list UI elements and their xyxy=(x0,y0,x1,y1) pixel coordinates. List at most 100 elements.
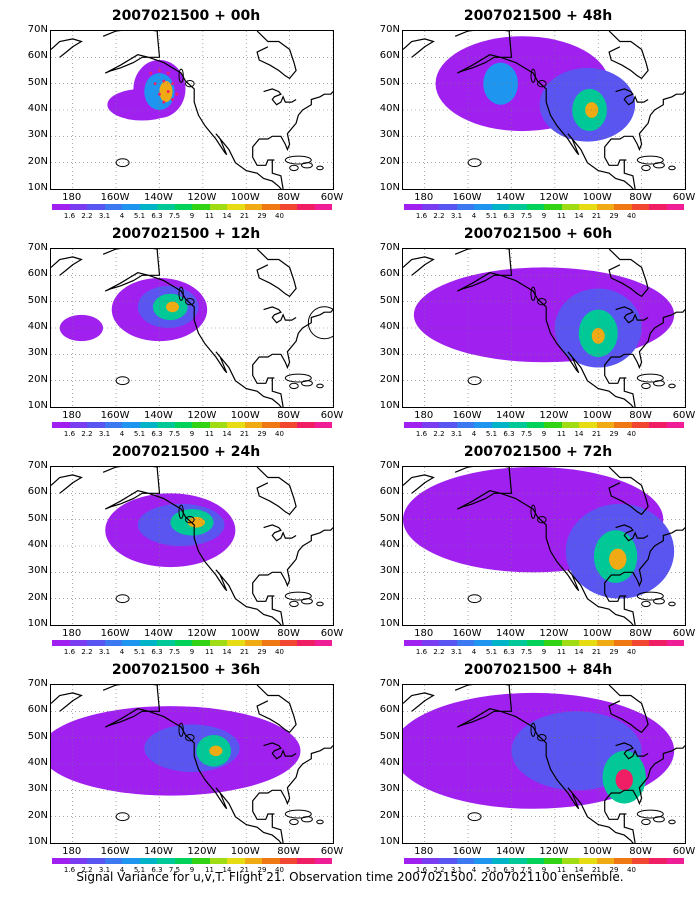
colorbar-swatch xyxy=(69,858,87,864)
colorbar-swatch xyxy=(262,422,280,428)
island-outline xyxy=(184,298,195,306)
colorbar-tick: 21 xyxy=(592,648,601,656)
longitude-label: 80W xyxy=(629,846,652,857)
colorbar-tick: 2.2 xyxy=(433,866,445,874)
colorbar-tick: 2.2 xyxy=(81,212,93,220)
observation-marker xyxy=(158,69,161,72)
colorbar-swatch xyxy=(561,858,579,864)
colorbar-tick: 9 xyxy=(541,866,547,874)
colorbar-swatch xyxy=(631,204,649,210)
colorbar-swatch xyxy=(262,640,280,646)
colorbar-swatch xyxy=(666,858,684,864)
colorbar-swatch xyxy=(614,858,632,864)
colorbar-tick: 7.5 xyxy=(168,430,181,438)
colorbar-tick: 3.1 xyxy=(98,430,111,438)
longitude-label: 100W xyxy=(582,192,612,203)
colorbar-tick: 1.6 xyxy=(415,430,428,438)
island-outline xyxy=(641,164,651,172)
latitude-label: 50N xyxy=(379,76,400,88)
colorbar-tick: 2.2 xyxy=(433,212,445,220)
observation-marker xyxy=(166,71,170,75)
island-outline xyxy=(184,734,195,742)
longitude-label: 80W xyxy=(277,192,300,203)
longitude-label: 180 xyxy=(414,628,434,639)
coastline xyxy=(604,527,685,625)
colorbar-swatch xyxy=(561,640,579,646)
colorbar-swatch xyxy=(262,858,280,864)
coastline xyxy=(604,309,685,407)
colorbar-swatch xyxy=(192,858,210,864)
longitude-label: 160W xyxy=(100,846,130,857)
variance-contour xyxy=(59,314,104,342)
latitude-label: 30N xyxy=(27,783,48,795)
colorbar-swatch xyxy=(314,640,332,646)
colorbar-tick: 40 xyxy=(627,648,636,656)
longitude-label: 160W xyxy=(452,192,482,203)
variance-contour xyxy=(165,301,179,313)
colorbar-swatch xyxy=(614,422,632,428)
colorbar-tick: 3.1 xyxy=(450,430,463,438)
colorbar-swatch xyxy=(87,858,105,864)
colorbar-swatch xyxy=(244,422,262,428)
colorbar-swatch xyxy=(509,422,527,428)
island-outline xyxy=(641,818,651,826)
variance-map xyxy=(50,30,334,190)
colorbar-tick: 9 xyxy=(541,648,547,656)
colorbar-tick: 9 xyxy=(189,866,195,874)
colorbar-swatch xyxy=(157,640,175,646)
coastline xyxy=(102,467,282,625)
colorbar-tick: 29 xyxy=(609,648,619,656)
colorbar-tick: 6.3 xyxy=(503,212,515,220)
colorbar-swatch xyxy=(456,858,474,864)
latitude-label: 60N xyxy=(27,486,48,498)
forecast-panel: 2007021500 + 84h 70N 60N 50N 40N 30N 20N 10N 180… xyxy=(368,662,700,874)
colorbar-swatch xyxy=(52,640,70,646)
colorbar-swatch xyxy=(509,640,527,646)
latitude-label: 70N xyxy=(27,460,48,471)
coastline xyxy=(454,31,634,189)
latitude-label: 40N xyxy=(379,539,400,550)
latitude-label: 30N xyxy=(379,129,400,141)
colorbar xyxy=(52,858,332,864)
island-outline xyxy=(668,819,676,825)
colorbar-swatch xyxy=(279,204,297,210)
colorbar-tick: 9 xyxy=(541,430,547,438)
island-outline xyxy=(536,298,547,306)
colorbar-swatch xyxy=(491,422,509,428)
island-outline xyxy=(316,383,324,389)
coastline xyxy=(403,38,435,58)
panel-title: 2007021500 + 24h xyxy=(111,444,261,460)
colorbar-swatch xyxy=(297,640,315,646)
coastline xyxy=(608,249,649,298)
colorbar-tick: 4 xyxy=(119,648,125,656)
colorbar-tick: 14 xyxy=(574,430,584,438)
coastline xyxy=(256,685,297,734)
variance-contour xyxy=(209,745,223,757)
panel-title: 2007021500 + 00h xyxy=(111,8,261,24)
colorbar-swatch xyxy=(456,204,474,210)
colorbar-swatch xyxy=(666,204,684,210)
colorbar-swatch xyxy=(209,422,227,428)
colorbar-swatch xyxy=(649,422,667,428)
variance-map xyxy=(402,248,686,408)
colorbar-swatch xyxy=(631,858,649,864)
forecast-panel: 2007021500 + 72h 70N 60N 50N 40N 30N 20N 10N 180… xyxy=(368,444,700,656)
observation-marker xyxy=(171,98,174,101)
colorbar-tick: 6.3 xyxy=(151,430,163,438)
coastline xyxy=(102,685,282,843)
longitude-label: 60W xyxy=(672,628,696,639)
longitude-label: 120W xyxy=(539,192,569,203)
panel-title: 2007021500 + 60h xyxy=(463,226,613,242)
colorbar-swatch xyxy=(439,204,457,210)
coastline xyxy=(615,524,649,542)
coastline xyxy=(252,309,333,407)
colorbar-tick: 11 xyxy=(557,648,566,656)
longitude-label: 80W xyxy=(629,628,652,639)
island-outline xyxy=(301,380,313,387)
colorbar-swatch xyxy=(404,858,422,864)
observation-marker xyxy=(153,82,157,86)
longitude-label: 60W xyxy=(672,192,696,203)
colorbar-tick: 11 xyxy=(205,212,214,220)
island-outline xyxy=(467,376,482,386)
colorbar-tick: 21 xyxy=(592,866,601,874)
